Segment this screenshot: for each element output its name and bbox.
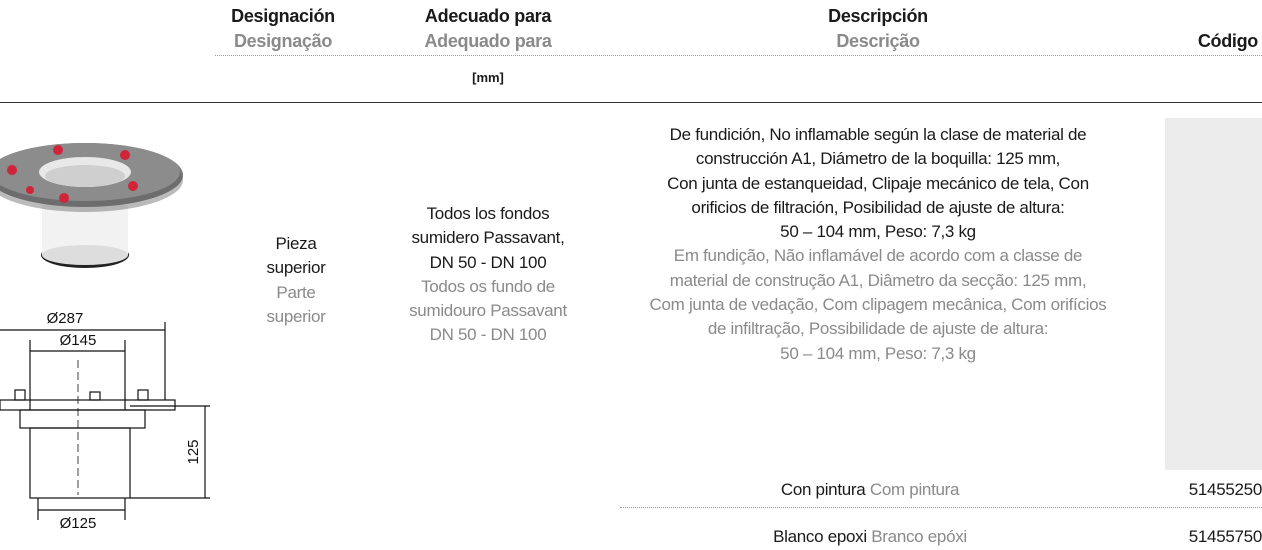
dim-inner: Ø145 [60,332,97,349]
text-line: DN 50 - DN 100 [429,325,547,345]
text-line: de infiltração, Possibilidade de ajuste … [707,319,1049,339]
designation-es: Designación [231,6,335,26]
variant-code: 51455250 [1188,480,1262,499]
variant-pt: Com pintura [869,480,960,499]
dim-height: 125 [185,439,202,464]
header-line [0,102,1262,103]
text-line: Todos os fundo de [421,276,555,296]
text-line: Em fundição, Não inflamável de acordo co… [673,246,1083,266]
variant-code: 51455750 [1188,527,1262,546]
dim-nozzle: Ø125 [60,515,97,530]
designation-pt: Designação [233,31,333,51]
text-line: Com junta de vedação, Com clipagem mecân… [649,295,1107,315]
text-line: De fundición, No inflamable según la cla… [669,125,1087,144]
description-es: Descripción [828,6,928,26]
text-line: 50 – 104 mm, Peso: 7,3 kg [780,222,976,242]
variant-es: Blanco epoxi [773,527,867,546]
text-line: material de construção A1, Diâmetro da s… [669,270,1087,290]
variant-label: Con pintura Com pintura [780,478,960,502]
unit: [mm] [472,70,504,85]
variant-es: Con pintura [780,480,866,499]
text-line: Con junta de estanqueidad, Clipaje mecán… [667,173,1089,193]
variant-rule [620,507,1262,508]
variant-label: Blanco epoxi Branco epóxi [773,525,967,549]
code-header: Código [1197,31,1258,51]
text-line: sumidero Passavant, [411,228,565,248]
description: De fundición, No inflamable según la cla… [650,123,1107,366]
text-line: Todos los fondos [426,204,550,223]
dim-outer: Ø287 [47,310,84,327]
header-rule [215,55,1262,56]
text-line: 50 – 104 mm, Peso: 7,3 kg [780,343,976,363]
text-line: construcción A1, Diámetro de la boquilla… [695,149,1061,169]
text-line: DN 50 - DN 100 [429,252,547,272]
product-image: Ø287 Ø145 125 Ø125 [0,143,210,530]
designation: Pieza superior Parte superior [254,232,338,329]
suitable-pt: Adequado para [424,31,552,51]
text-line: sumidouro Passavant [409,301,567,321]
designation-pt: Parte superior [266,282,326,326]
variant-pt: Branco epóxi [871,527,967,546]
description-pt: Descrição [836,31,920,51]
designation-es: Pieza superior [266,234,326,278]
suitable-es: Adecuado para [424,6,552,26]
suitable: Todos los fondos sumidero Passavant, DN 50… [409,202,567,348]
code-column [1165,118,1262,470]
text-line: orificios de filtración, Posibilidad de … [691,197,1065,217]
